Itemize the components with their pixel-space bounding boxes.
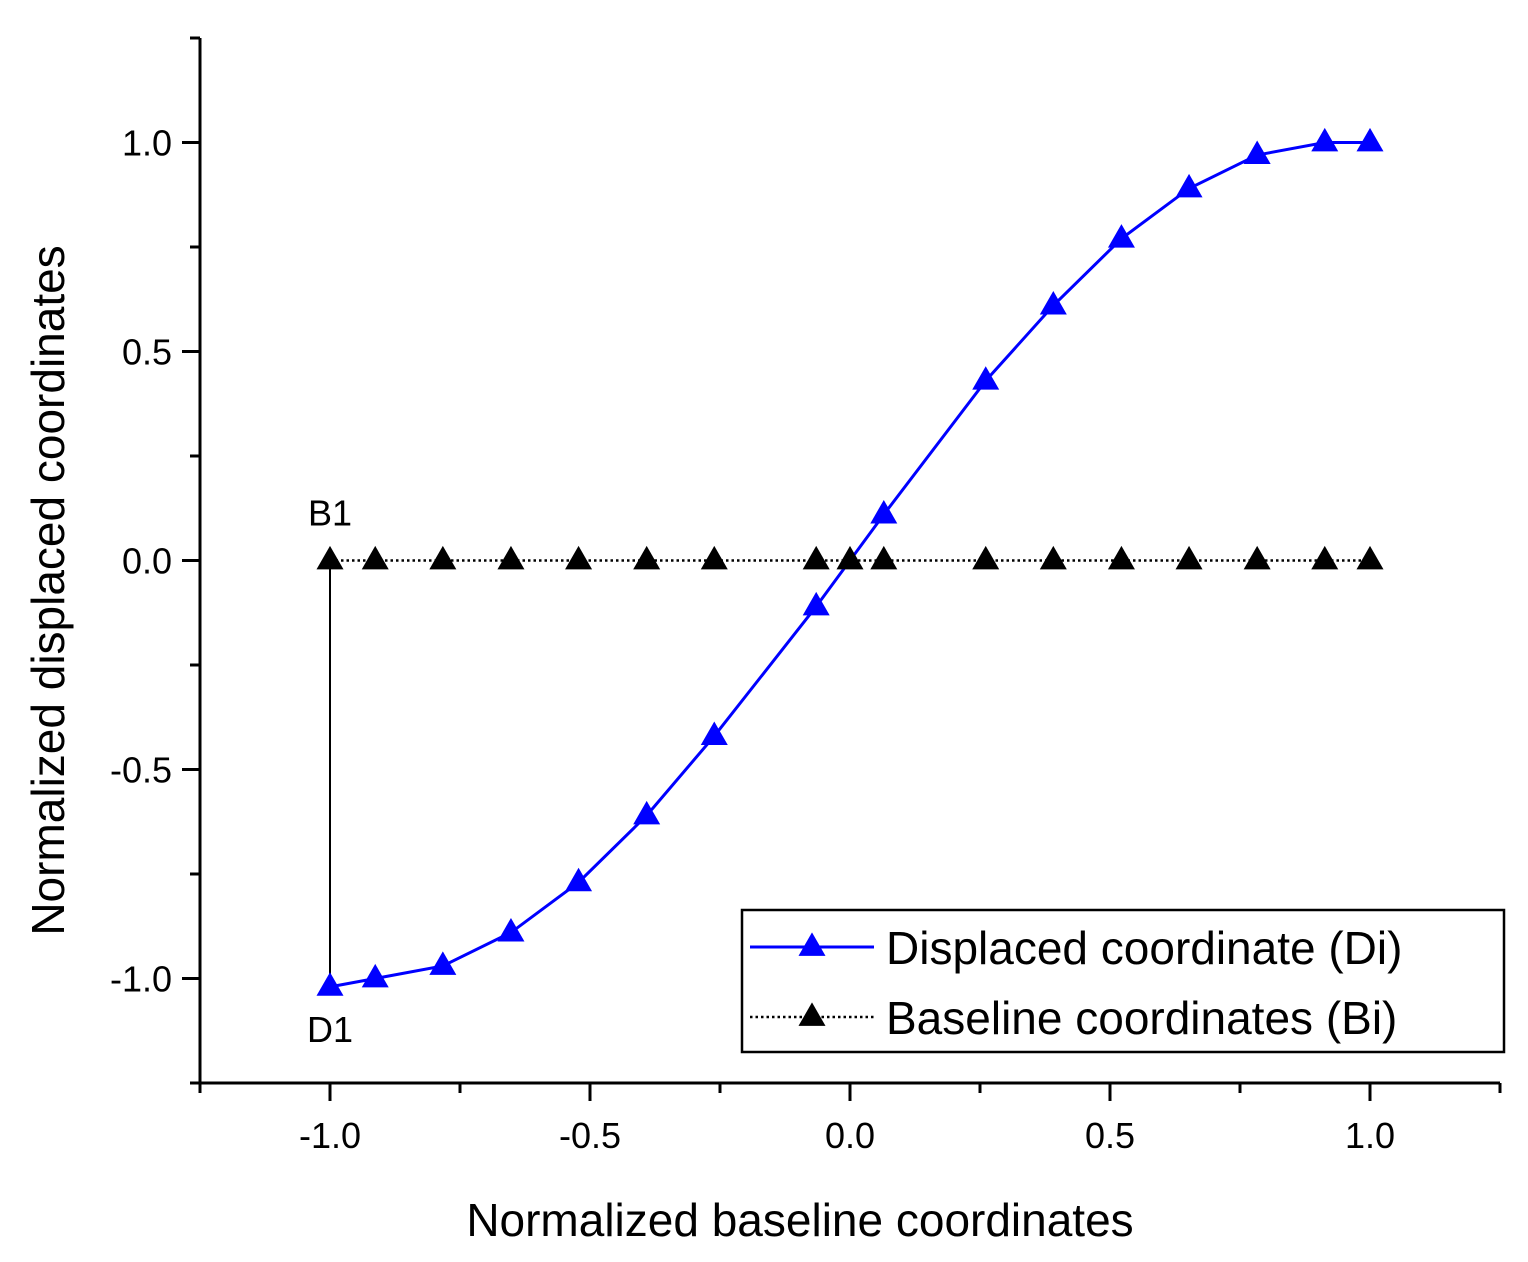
x-tick-label: 0.5 — [1085, 1115, 1135, 1156]
displaced-point — [1107, 224, 1135, 248]
displaced-point — [565, 867, 593, 892]
x-tick-label: 1.0 — [1345, 1115, 1395, 1156]
baseline-point — [1175, 545, 1203, 570]
baseline-point — [565, 545, 593, 570]
baseline-point — [1243, 545, 1271, 570]
displaced-point — [316, 972, 344, 996]
baseline-point — [836, 545, 864, 570]
x-tick-label: -0.5 — [559, 1115, 621, 1156]
baseline-point — [1356, 545, 1384, 570]
annotation-b1: B1 — [308, 493, 352, 534]
displaced-point — [497, 917, 525, 942]
series-layer — [316, 127, 1384, 996]
legend: Displaced coordinate (Di) Baseline coordi… — [740, 908, 1506, 1054]
displaced-point — [1356, 127, 1384, 152]
displaced-point — [1243, 140, 1271, 164]
x-axis-title: Normalized baseline coordinates — [466, 1194, 1133, 1246]
y-tick-label: -0.5 — [110, 750, 172, 791]
displaced-point — [1039, 290, 1067, 315]
baseline-point — [870, 545, 898, 570]
y-tick-label: 1.0 — [122, 123, 172, 164]
displaced-point — [1175, 173, 1203, 198]
displaced-point — [802, 591, 830, 616]
baseline-point — [1107, 545, 1135, 570]
annotation-d1: D1 — [307, 1009, 353, 1050]
y-tick-label: -1.0 — [110, 959, 172, 1000]
baseline-point — [1311, 545, 1339, 570]
baseline-point — [1039, 545, 1067, 570]
baseline-point — [700, 545, 728, 570]
y-tick-label: 0.0 — [122, 541, 172, 582]
legend-entry-displaced-label: Displaced coordinate (Di) — [886, 922, 1402, 974]
legend-box — [740, 908, 1506, 1054]
x-tick-label: -1.0 — [299, 1115, 361, 1156]
displaced-point — [700, 721, 728, 745]
legend-entry-displaced-marker — [798, 932, 826, 956]
displaced-point — [361, 963, 389, 988]
displaced-point — [870, 499, 898, 524]
y-tick-label: 0.5 — [122, 332, 172, 373]
annotation-layer: B1 D1 — [307, 493, 353, 1050]
baseline-point — [361, 545, 389, 570]
legend-entry-baseline-marker — [798, 1002, 826, 1026]
baseline-point — [802, 545, 830, 570]
y-axis-title: Normalized displaced coordinates — [22, 245, 74, 935]
baseline-point — [497, 545, 525, 570]
baseline-point — [429, 545, 457, 570]
displaced-point — [1311, 127, 1339, 152]
x-tick-label: 0.0 — [825, 1115, 875, 1156]
baseline-point — [972, 545, 1000, 570]
axes: -1.0 -0.5 0.0 0.5 1.0 -1.0 -0.5 0.0 0.5 1.0 Normal… — [22, 36, 1502, 1246]
legend-entry-baseline-label: Baseline coordinates (Bi) — [886, 992, 1397, 1044]
baseline-point — [633, 545, 661, 570]
displaced-point — [633, 800, 661, 825]
displaced-point — [429, 951, 457, 975]
baseline-point — [316, 545, 344, 570]
displaced-point — [972, 366, 1000, 390]
